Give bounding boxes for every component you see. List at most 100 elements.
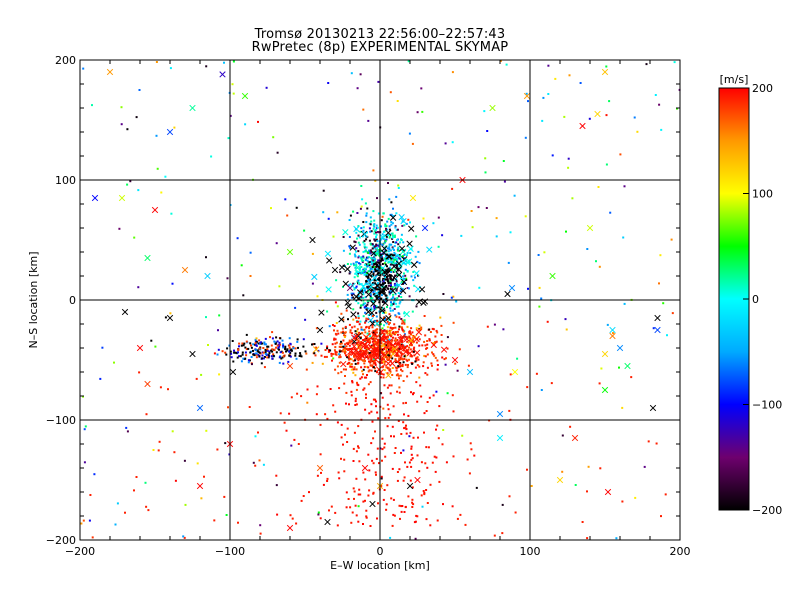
data-point [351, 380, 354, 383]
data-point [340, 331, 343, 334]
data-point [328, 325, 331, 328]
data-point [397, 374, 400, 377]
data-point [402, 449, 405, 452]
data-point [367, 348, 370, 351]
data-point [390, 304, 393, 307]
data-point [390, 285, 392, 288]
data-point [398, 386, 401, 389]
x-marker [354, 264, 361, 271]
data-point [355, 231, 358, 234]
data-point [636, 130, 639, 133]
data-point [365, 286, 368, 289]
data-point [305, 368, 308, 371]
data-point [319, 517, 322, 520]
data-point [385, 235, 388, 238]
data-point [416, 400, 419, 403]
x-marker [402, 348, 409, 355]
data-point [357, 312, 360, 315]
data-point [354, 330, 357, 333]
data-point [390, 301, 392, 304]
data-point [387, 416, 390, 419]
x-marker [410, 261, 418, 268]
x-marker [381, 268, 388, 275]
data-point [369, 335, 372, 338]
data-point [334, 338, 337, 341]
data-point [406, 340, 409, 343]
data-point [418, 365, 421, 368]
data-point [386, 403, 389, 406]
x-marker [430, 341, 437, 349]
data-point [364, 202, 367, 205]
data-point [332, 235, 335, 238]
data-point [372, 320, 375, 323]
data-point [367, 453, 370, 456]
data-point [367, 278, 370, 281]
data-point [400, 338, 403, 341]
data-point [288, 350, 291, 353]
x-marker [406, 240, 413, 247]
data-point [373, 339, 376, 342]
data-point [342, 345, 345, 348]
data-point [391, 425, 394, 428]
data-point [133, 236, 136, 239]
data-point [442, 429, 445, 431]
chart-subtitle: RwPretec (8p) EXPERIMENTAL SKYMAP [251, 40, 509, 55]
data-point [374, 363, 377, 366]
data-point [385, 225, 388, 228]
data-point [267, 356, 270, 359]
data-point [154, 345, 157, 348]
data-point [173, 451, 176, 454]
data-point [366, 256, 369, 259]
data-point [561, 470, 564, 473]
data-point [224, 351, 227, 354]
x-marker [389, 360, 396, 367]
data-point [384, 417, 387, 420]
data-point [369, 293, 372, 296]
data-point [364, 331, 367, 334]
data-point [373, 337, 376, 340]
data-point [82, 519, 85, 522]
data-point [262, 357, 265, 360]
x-marker [219, 71, 226, 78]
data-point [365, 305, 368, 308]
data-point [326, 480, 329, 482]
data-point [397, 295, 400, 298]
data-point [419, 384, 422, 387]
x-marker [390, 274, 398, 281]
data-point [370, 350, 373, 353]
data-point [365, 273, 368, 276]
colorbar-tick-label: −100 [752, 399, 782, 412]
data-point [408, 339, 411, 342]
data-point [364, 321, 367, 324]
data-point [345, 345, 348, 348]
data-point [338, 361, 341, 364]
data-point [352, 460, 355, 462]
data-point [353, 276, 356, 279]
data-point [362, 523, 364, 525]
x-marker [136, 344, 144, 352]
data-point [332, 357, 335, 360]
data-point [396, 339, 399, 341]
data-point [395, 262, 398, 265]
data-point [418, 324, 421, 327]
data-point [375, 236, 377, 238]
data-point [372, 270, 375, 273]
data-point [365, 238, 368, 241]
data-point [373, 225, 376, 228]
data-point [394, 257, 397, 259]
data-point [405, 401, 407, 404]
data-point [441, 234, 444, 237]
data-point [409, 431, 412, 434]
data-point [195, 377, 198, 380]
data-point [126, 128, 129, 131]
data-point [382, 376, 385, 379]
data-point [438, 480, 441, 483]
data-point [426, 401, 429, 403]
data-point [352, 292, 355, 295]
data-point [216, 353, 219, 356]
x-marker [379, 329, 386, 336]
data-point [250, 344, 252, 347]
data-point [216, 448, 219, 451]
data-point [411, 457, 414, 460]
